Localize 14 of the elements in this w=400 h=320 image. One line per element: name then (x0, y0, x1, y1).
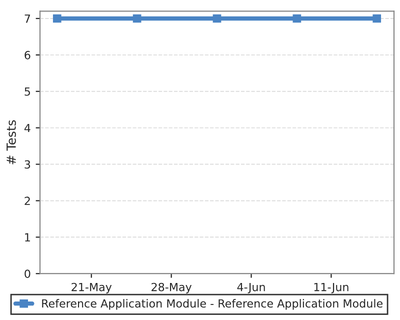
legend-label: Reference Application Module - Reference Application Module (42, 299, 383, 310)
y-tick-label: 5 (24, 88, 30, 96)
x-tick-label: 28-May (152, 282, 192, 294)
y-tick-label: 3 (24, 160, 30, 169)
x-tick-label: 11-Jun (314, 282, 348, 294)
y-tick-label: 1 (25, 233, 30, 242)
y-tick-label: 7 (24, 14, 30, 23)
x-tick-label: 4-Jun (237, 282, 265, 294)
x-tick-label: 21-May (72, 282, 112, 294)
y-tick-label: 0 (24, 270, 30, 278)
y-axis-title: # Tests (6, 120, 16, 164)
y-tick-label: 6 (24, 50, 30, 60)
y-tick-label: 2 (24, 196, 30, 205)
y-tick-label: 4 (24, 124, 30, 132)
